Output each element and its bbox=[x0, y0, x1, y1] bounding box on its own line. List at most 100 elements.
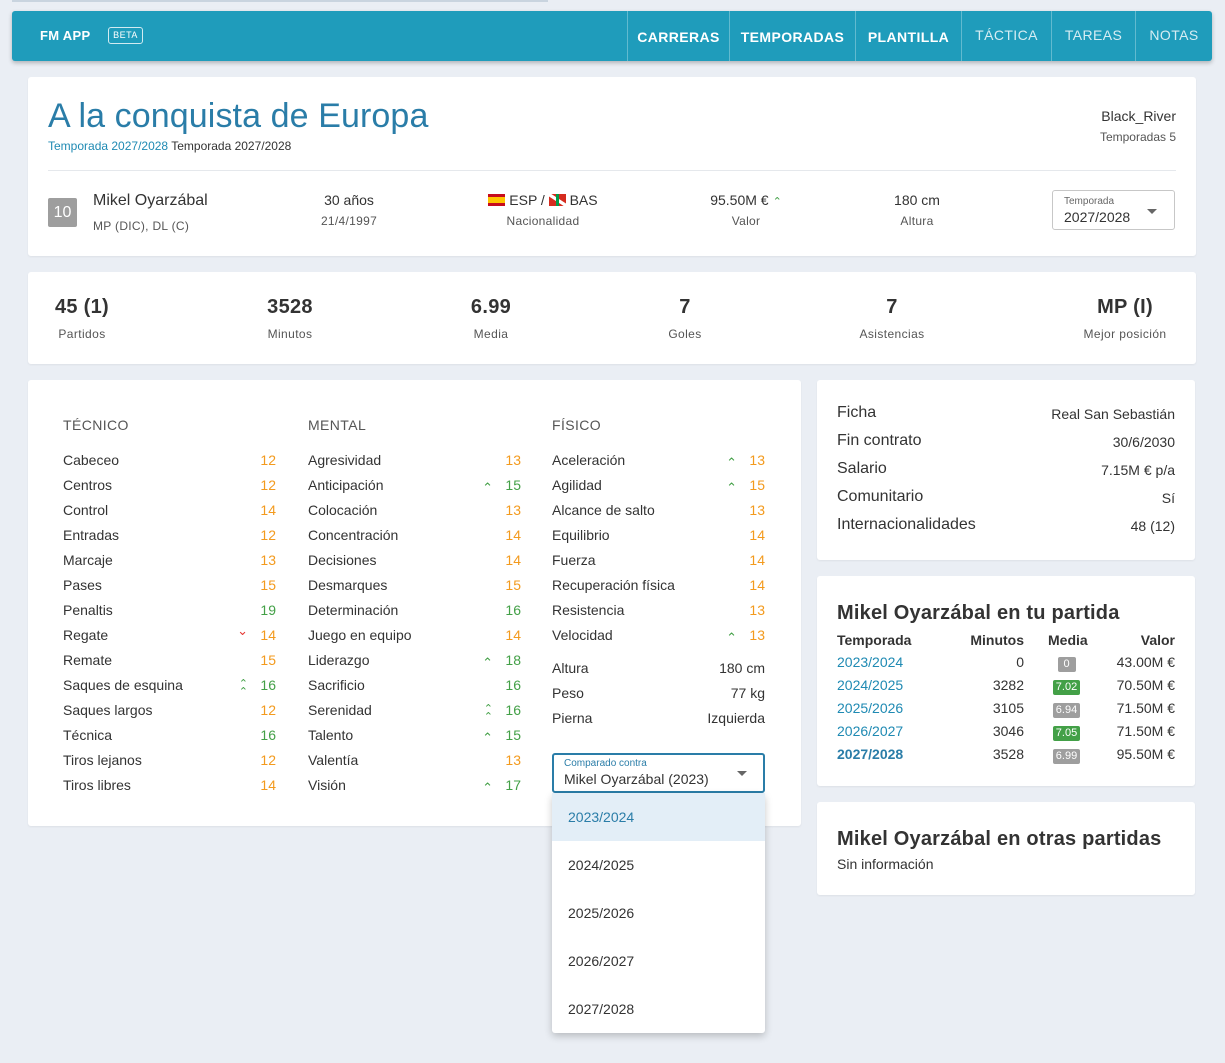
attribute-row: Anticipación ⌃ 15 bbox=[308, 477, 521, 502]
attribute-name: Sacrificio bbox=[308, 677, 365, 693]
rating-badge: 7.05 bbox=[1052, 726, 1081, 741]
stat-label: Mejor posición bbox=[1083, 327, 1167, 341]
trend-up-icon: ⌃ bbox=[482, 480, 493, 495]
other-saves-title: Mikel Oyarzábal en otras partidas bbox=[837, 828, 1162, 850]
contract-key: Comunitario bbox=[837, 488, 924, 505]
loading-bar bbox=[12, 0, 548, 2]
nav-temporadas[interactable]: TEMPORADAS bbox=[729, 11, 855, 61]
attribute-row: Liderazgo ⌃ 18 bbox=[308, 652, 521, 677]
divider bbox=[48, 170, 1176, 171]
season-link[interactable]: 2024/2025 bbox=[837, 677, 904, 693]
nav-tareas[interactable]: TAREAS bbox=[1051, 11, 1135, 61]
attribute-value: 12 bbox=[260, 477, 276, 493]
season-link[interactable]: 2027/2028 bbox=[837, 746, 904, 762]
dropdown-option[interactable]: 2027/2028 bbox=[568, 1001, 635, 1017]
attribute-name: Serenidad bbox=[308, 702, 372, 718]
player-value: 95.50M € bbox=[710, 192, 769, 208]
physical-info-value: Izquierda bbox=[707, 710, 765, 726]
attribute-row: Juego en equipo 14 bbox=[308, 627, 521, 652]
attribute-value: 15 bbox=[260, 577, 276, 593]
age-block: 30 años 21/4/1997 bbox=[284, 192, 414, 228]
contract-value: Sí bbox=[1161, 490, 1175, 506]
nav-plantilla[interactable]: PLANTILLA bbox=[855, 11, 961, 61]
other-saves-card: Mikel Oyarzábal en otras partidas Sin in… bbox=[817, 802, 1195, 895]
minutes-cell: 3105 bbox=[992, 700, 1024, 716]
physical-info-row: Peso 77 kg bbox=[552, 685, 765, 710]
attribute-row: Saques largos 12 bbox=[63, 702, 276, 727]
attribute-row: Técnica 16 bbox=[63, 727, 276, 752]
attribute-row: Cabeceo 12 bbox=[63, 452, 276, 477]
attribute-row: Desmarques 15 bbox=[308, 577, 521, 602]
attribute-value: 12 bbox=[260, 452, 276, 468]
attribute-value: 15 bbox=[505, 477, 521, 493]
attribute-name: Anticipación bbox=[308, 477, 384, 493]
season-link[interactable]: 2025/2026 bbox=[837, 700, 904, 716]
attribute-value: 14 bbox=[505, 552, 521, 568]
nav-carreras[interactable]: CARRERAS bbox=[627, 11, 729, 61]
attribute-row: Resistencia 13 bbox=[552, 602, 765, 627]
brand-logo[interactable]: FM APP bbox=[40, 28, 91, 43]
stat-value: 7 bbox=[886, 296, 898, 318]
nationality-primary: ESP / bbox=[509, 192, 549, 208]
stat-media: 6.99 Media bbox=[451, 296, 531, 341]
contract-value: Real San Sebastián bbox=[1051, 406, 1175, 422]
attribute-name: Alcance de salto bbox=[552, 502, 655, 518]
mental-heading: MENTAL bbox=[308, 417, 367, 433]
trend-up-icon: ⌃ bbox=[772, 196, 782, 208]
dropdown-option[interactable]: 2026/2027 bbox=[568, 953, 635, 969]
attribute-value: 15 bbox=[505, 727, 521, 743]
header-minutes: Minutos bbox=[970, 632, 1024, 648]
nationality-block: ESP / BAS Nacionalidad bbox=[468, 192, 618, 228]
height-label: Altura bbox=[900, 214, 934, 228]
dropdown-option[interactable]: 2024/2025 bbox=[568, 857, 635, 873]
trend-double-up-icon: ⌃ ⌃ bbox=[238, 678, 248, 698]
nav-notas[interactable]: NOTAS bbox=[1135, 11, 1212, 61]
attribute-name: Resistencia bbox=[552, 602, 625, 618]
contract-row: Salario 7.15M € p/a bbox=[837, 460, 1175, 488]
trend-double-up-icon: ⌃ ⌃ bbox=[483, 703, 493, 723]
nationality-value: ESP / BAS bbox=[468, 192, 618, 210]
compare-select-label: Comparado contra bbox=[564, 758, 647, 769]
attribute-row: Centros 12 bbox=[63, 477, 276, 502]
compare-select[interactable]: Comparado contra Mikel Oyarzábal (2023) bbox=[552, 753, 765, 793]
attribute-row: Velocidad ⌃ 13 bbox=[552, 627, 765, 652]
attribute-row: Talento ⌃ 15 bbox=[308, 727, 521, 752]
header-value: Valor bbox=[1140, 632, 1175, 648]
season-link[interactable]: Temporada 2027/2028 bbox=[48, 139, 169, 153]
contract-key: Ficha bbox=[837, 404, 877, 421]
attribute-row: Alcance de salto 13 bbox=[552, 502, 765, 527]
navbar: FM APP BETA CARRERAS TEMPORADAS PLANTILL… bbox=[12, 11, 1212, 61]
attribute-row: Penaltis 19 bbox=[63, 602, 276, 627]
trend-up-icon: ⌃ bbox=[482, 730, 493, 745]
attribute-value: 12 bbox=[260, 527, 276, 543]
attribute-value: 12 bbox=[260, 752, 276, 768]
minutes-cell: 3282 bbox=[992, 677, 1024, 693]
header-rating: Media bbox=[1048, 632, 1088, 648]
dropdown-option[interactable]: 2023/2024 bbox=[552, 793, 765, 841]
value-cell: 71.50M € bbox=[1116, 700, 1175, 716]
attribute-name: Regate bbox=[63, 627, 109, 643]
table-row: 2025/2026 3105 6.94 71.50M € bbox=[837, 700, 1175, 723]
attribute-row: Tiros libres 14 bbox=[63, 777, 276, 802]
attribute-name: Fuerza bbox=[552, 552, 596, 568]
attribute-value: 12 bbox=[260, 702, 276, 718]
nav-tactica[interactable]: TÁCTICA bbox=[961, 11, 1051, 61]
user-name: Black_River bbox=[1101, 108, 1176, 124]
rating-badge: 6.99 bbox=[1052, 749, 1081, 764]
chevron-down-icon bbox=[737, 771, 747, 776]
season-select[interactable]: Temporada 2027/2028 bbox=[1052, 190, 1175, 230]
attribute-name: Tiros lejanos bbox=[63, 752, 142, 768]
attribute-value: 13 bbox=[749, 627, 765, 643]
attribute-row: Agilidad ⌃ 15 bbox=[552, 477, 765, 502]
attribute-name: Equilibrio bbox=[552, 527, 610, 543]
rating-badge: 6.94 bbox=[1052, 703, 1081, 718]
season-link[interactable]: 2026/2027 bbox=[837, 723, 904, 739]
dropdown-option[interactable]: 2025/2026 bbox=[568, 905, 635, 921]
attribute-name: Aceleración bbox=[552, 452, 626, 468]
attribute-name: Cabeceo bbox=[63, 452, 120, 468]
contract-row: Comunitario Sí bbox=[837, 488, 1175, 516]
attribute-value: 16 bbox=[505, 702, 521, 718]
season-link[interactable]: 2023/2024 bbox=[837, 654, 904, 670]
attribute-name: Control bbox=[63, 502, 109, 518]
attribute-row: Equilibrio 14 bbox=[552, 527, 765, 552]
